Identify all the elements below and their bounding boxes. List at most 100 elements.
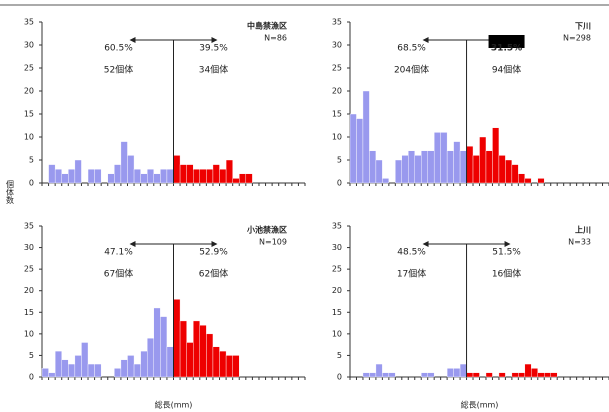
bar — [173, 299, 181, 378]
bar — [511, 164, 519, 184]
bar — [94, 168, 102, 184]
y-tick-label: 5 — [337, 351, 342, 360]
y-tick-label: 30 — [332, 41, 342, 50]
bar — [54, 168, 62, 184]
y-tick-label: 30 — [24, 41, 34, 50]
site-name: 上川 — [575, 225, 591, 235]
bar — [362, 372, 370, 378]
right-count: 94個体 — [492, 64, 521, 76]
y-tick-label: 15 — [24, 110, 34, 119]
bar — [245, 173, 253, 184]
bar — [382, 372, 390, 378]
bar — [186, 342, 194, 378]
right-count: 62個体 — [199, 268, 228, 280]
bar — [81, 342, 89, 378]
bar — [459, 363, 467, 378]
y-tick-label: 25 — [24, 265, 34, 274]
bar — [68, 168, 76, 184]
bar — [225, 159, 233, 184]
bar — [421, 372, 428, 378]
bar — [382, 178, 390, 184]
bar — [140, 350, 148, 378]
bar — [120, 359, 128, 378]
bar — [524, 178, 532, 184]
bar — [375, 159, 383, 184]
left-count: 67個体 — [104, 268, 133, 280]
bar — [401, 155, 409, 184]
left-percent: 60.5% — [104, 44, 133, 54]
bar — [453, 141, 461, 184]
bar — [48, 372, 56, 378]
bar — [498, 155, 506, 184]
bar — [232, 355, 240, 378]
y-tick-label: 0 — [337, 179, 342, 188]
bar — [179, 320, 187, 378]
bar — [459, 150, 467, 184]
y-tick-label: 15 — [332, 110, 342, 119]
bar — [395, 159, 403, 184]
bar — [466, 372, 474, 378]
bar — [173, 155, 181, 184]
highlight-box — [488, 35, 525, 48]
bar — [193, 320, 201, 378]
bar — [479, 136, 487, 184]
bar — [120, 141, 128, 184]
bar — [408, 150, 415, 184]
bar — [537, 372, 545, 378]
bar — [206, 168, 214, 184]
y-tick-label: 10 — [332, 133, 342, 142]
bar — [511, 372, 519, 378]
bar — [472, 155, 480, 184]
bar — [356, 118, 364, 184]
bar — [446, 150, 454, 184]
left-percent: 48.5% — [397, 248, 426, 258]
bar — [107, 173, 115, 184]
bar — [186, 164, 194, 184]
bar — [74, 159, 82, 184]
sample-size: N=86 — [264, 34, 287, 43]
left-count: 17個体 — [397, 268, 426, 280]
bar — [54, 350, 62, 378]
right-percent: 39.5% — [199, 44, 228, 54]
y-tick-label: 15 — [332, 308, 342, 317]
x-axis-label: 総長(mm) — [155, 400, 193, 410]
bar — [369, 372, 377, 378]
bar — [362, 90, 370, 184]
bar — [375, 363, 383, 378]
bar — [199, 168, 207, 184]
y-tick-label: 30 — [24, 243, 34, 252]
bar — [133, 168, 141, 184]
bar — [466, 145, 474, 184]
y-axis-label: 個体数 — [6, 179, 15, 205]
y-tick-label: 15 — [24, 308, 34, 317]
bar — [41, 368, 49, 378]
bar — [199, 325, 207, 378]
y-tick-label: 25 — [332, 64, 342, 73]
bar — [127, 355, 135, 378]
y-tick-label: 10 — [24, 133, 34, 142]
bar — [531, 368, 538, 378]
bar — [212, 346, 220, 378]
bar — [193, 168, 201, 184]
bar — [61, 173, 69, 184]
y-tick-label: 0 — [337, 373, 342, 382]
right-percent: 31.5% — [491, 44, 522, 54]
bar — [87, 363, 95, 378]
bar — [48, 164, 56, 184]
bar — [225, 355, 233, 378]
sample-size: N=109 — [259, 238, 287, 247]
left-count: 204個体 — [394, 64, 429, 76]
bar — [140, 173, 148, 184]
bar — [427, 150, 435, 184]
y-tick-label: 10 — [332, 329, 342, 338]
bar — [446, 368, 454, 378]
y-tick-label: 25 — [24, 64, 34, 73]
sample-size: N=33 — [568, 238, 591, 247]
bar — [133, 363, 141, 378]
x-axis-label: 総長(mm) — [461, 400, 499, 410]
bar — [524, 363, 532, 378]
y-tick-label: 20 — [24, 286, 34, 295]
left-percent: 68.5% — [397, 44, 426, 54]
bar — [94, 363, 102, 378]
bar — [518, 372, 526, 378]
